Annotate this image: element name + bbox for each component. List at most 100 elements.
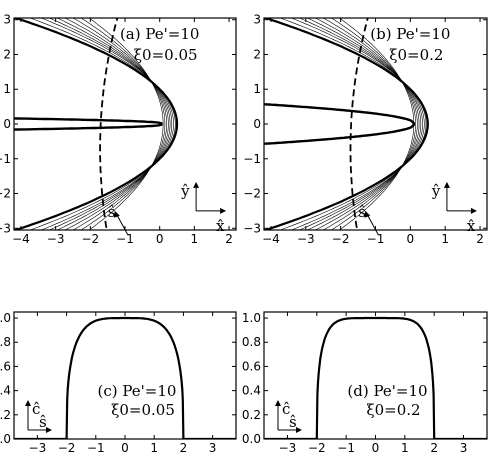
s-hat-label: ŝ <box>289 413 297 431</box>
x-tick-label: −2 <box>332 232 350 246</box>
x-tick-label: −2 <box>58 441 76 455</box>
streamline <box>56 18 171 230</box>
boundary-curve <box>264 18 429 230</box>
x-tick-label: −1 <box>367 232 385 246</box>
y-hat-label: ŷ <box>431 182 441 200</box>
y-tick-label: 0.6 <box>242 359 261 373</box>
x-tick-label: −1 <box>87 441 105 455</box>
c-hat-label: ĉ <box>282 400 290 418</box>
y-tick-label: −1 <box>243 152 261 166</box>
y-tick-label: 2 <box>253 47 261 61</box>
xi-label: ξ0=0.2 <box>389 46 443 64</box>
x-tick-label: 1 <box>401 441 409 455</box>
x-tick-label: −3 <box>279 441 297 455</box>
y-tick-label: −2 <box>243 187 261 201</box>
x-tick-label: −3 <box>47 232 65 246</box>
y-tick-label: −2 <box>0 187 11 201</box>
x-tick-label: −3 <box>297 232 315 246</box>
streamline <box>40 18 174 230</box>
concentration-curve <box>264 316 487 439</box>
y-tick-label: 0.8 <box>242 335 261 349</box>
y-tick-label: −1 <box>0 152 11 166</box>
c-arrow-head <box>25 400 31 406</box>
c-hat-label: ĉ <box>32 400 40 418</box>
s-arrow-head <box>113 210 120 218</box>
s-hat-label: ŝ <box>358 203 366 221</box>
y-tick-label: 3 <box>253 13 261 27</box>
streamline <box>338 18 415 230</box>
boundary-curve <box>14 18 179 230</box>
s-arrow-head <box>46 427 52 433</box>
x-tick-label: 2 <box>180 441 188 455</box>
streamline <box>330 18 416 230</box>
y-tick-label: 1 <box>3 82 11 96</box>
xi-label: ξ0=0.05 <box>134 46 198 64</box>
plot-area-d <box>264 316 487 439</box>
s-arrow <box>115 212 129 236</box>
y-tick-label: 0.8 <box>0 335 11 349</box>
s-hat-label: ŝ <box>39 413 47 431</box>
y-tick-label: 1 <box>253 82 261 96</box>
streamline <box>314 18 420 230</box>
concentration-curve <box>14 316 236 439</box>
x-arrow-head <box>220 207 227 214</box>
panel-label: (a) Pe'=10 <box>120 25 200 43</box>
y-tick-label: 0.4 <box>0 384 11 398</box>
dashed-curve <box>349 18 369 230</box>
y-tick-label: 0.2 <box>0 408 11 422</box>
panel-label: (d) Pe'=10 <box>347 382 427 400</box>
y-arrow-head <box>443 181 450 188</box>
y-tick-label: 0 <box>253 117 261 131</box>
streamline <box>29 18 176 230</box>
x-tick-label: 2 <box>476 232 484 246</box>
x-tick-label: −1 <box>337 441 355 455</box>
s-arrow-head <box>364 210 371 218</box>
xi-label: ξ0=0.2 <box>366 401 420 419</box>
plot-area-c <box>14 316 236 439</box>
x-arrow-head <box>470 207 477 214</box>
xi-label: ξ0=0.05 <box>111 401 175 419</box>
y-tick-label: −3 <box>0 221 11 235</box>
axes-frame <box>263 17 488 231</box>
x-tick-label: 3 <box>209 441 217 455</box>
streamline <box>72 18 167 230</box>
axes-frame <box>13 17 237 231</box>
y-tick-label: 0.6 <box>0 359 11 373</box>
c-arrow-head <box>275 400 281 406</box>
y-tick-label: 1.0 <box>242 311 261 325</box>
streamline <box>306 18 422 230</box>
axes-frame <box>13 311 237 440</box>
y-tick-label: 0 <box>3 117 11 131</box>
x-tick-label: −2 <box>81 232 99 246</box>
plot-area-b <box>264 18 429 230</box>
streamline <box>80 18 166 230</box>
y-tick-label: 0.0 <box>0 432 11 446</box>
x-tick-label: 0 <box>407 232 415 246</box>
x-hat-label: x̂ <box>467 217 476 235</box>
y-tick-label: 0.4 <box>242 384 261 398</box>
tongue-curve <box>264 103 415 145</box>
streamline <box>279 18 427 230</box>
streamline <box>322 18 418 230</box>
s-hat-label: ŝ <box>108 203 116 221</box>
s-arrow-head <box>296 427 302 433</box>
x-tick-label: −4 <box>12 232 30 246</box>
y-tick-label: 1.0 <box>0 311 11 325</box>
x-tick-label: 2 <box>430 441 438 455</box>
y-tick-label: 0.0 <box>242 432 261 446</box>
y-tick-label: −3 <box>243 221 261 235</box>
axes-frame <box>263 311 488 440</box>
x-tick-label: 3 <box>460 441 468 455</box>
streamline <box>64 18 169 230</box>
x-tick-label: 0 <box>372 441 380 455</box>
x-tick-label: −1 <box>116 232 134 246</box>
x-tick-label: 1 <box>441 232 449 246</box>
x-tick-label: −3 <box>29 441 47 455</box>
x-hat-label: x̂ <box>216 217 225 235</box>
x-tick-label: 0 <box>121 441 129 455</box>
panel-d: −3 −2 −1 0 1 2 3 0.0 0.2 0.4 0.6 0.8 1.0 ĉŝ (d) Pe'=10… <box>242 311 488 455</box>
plot-area-a <box>14 18 179 230</box>
